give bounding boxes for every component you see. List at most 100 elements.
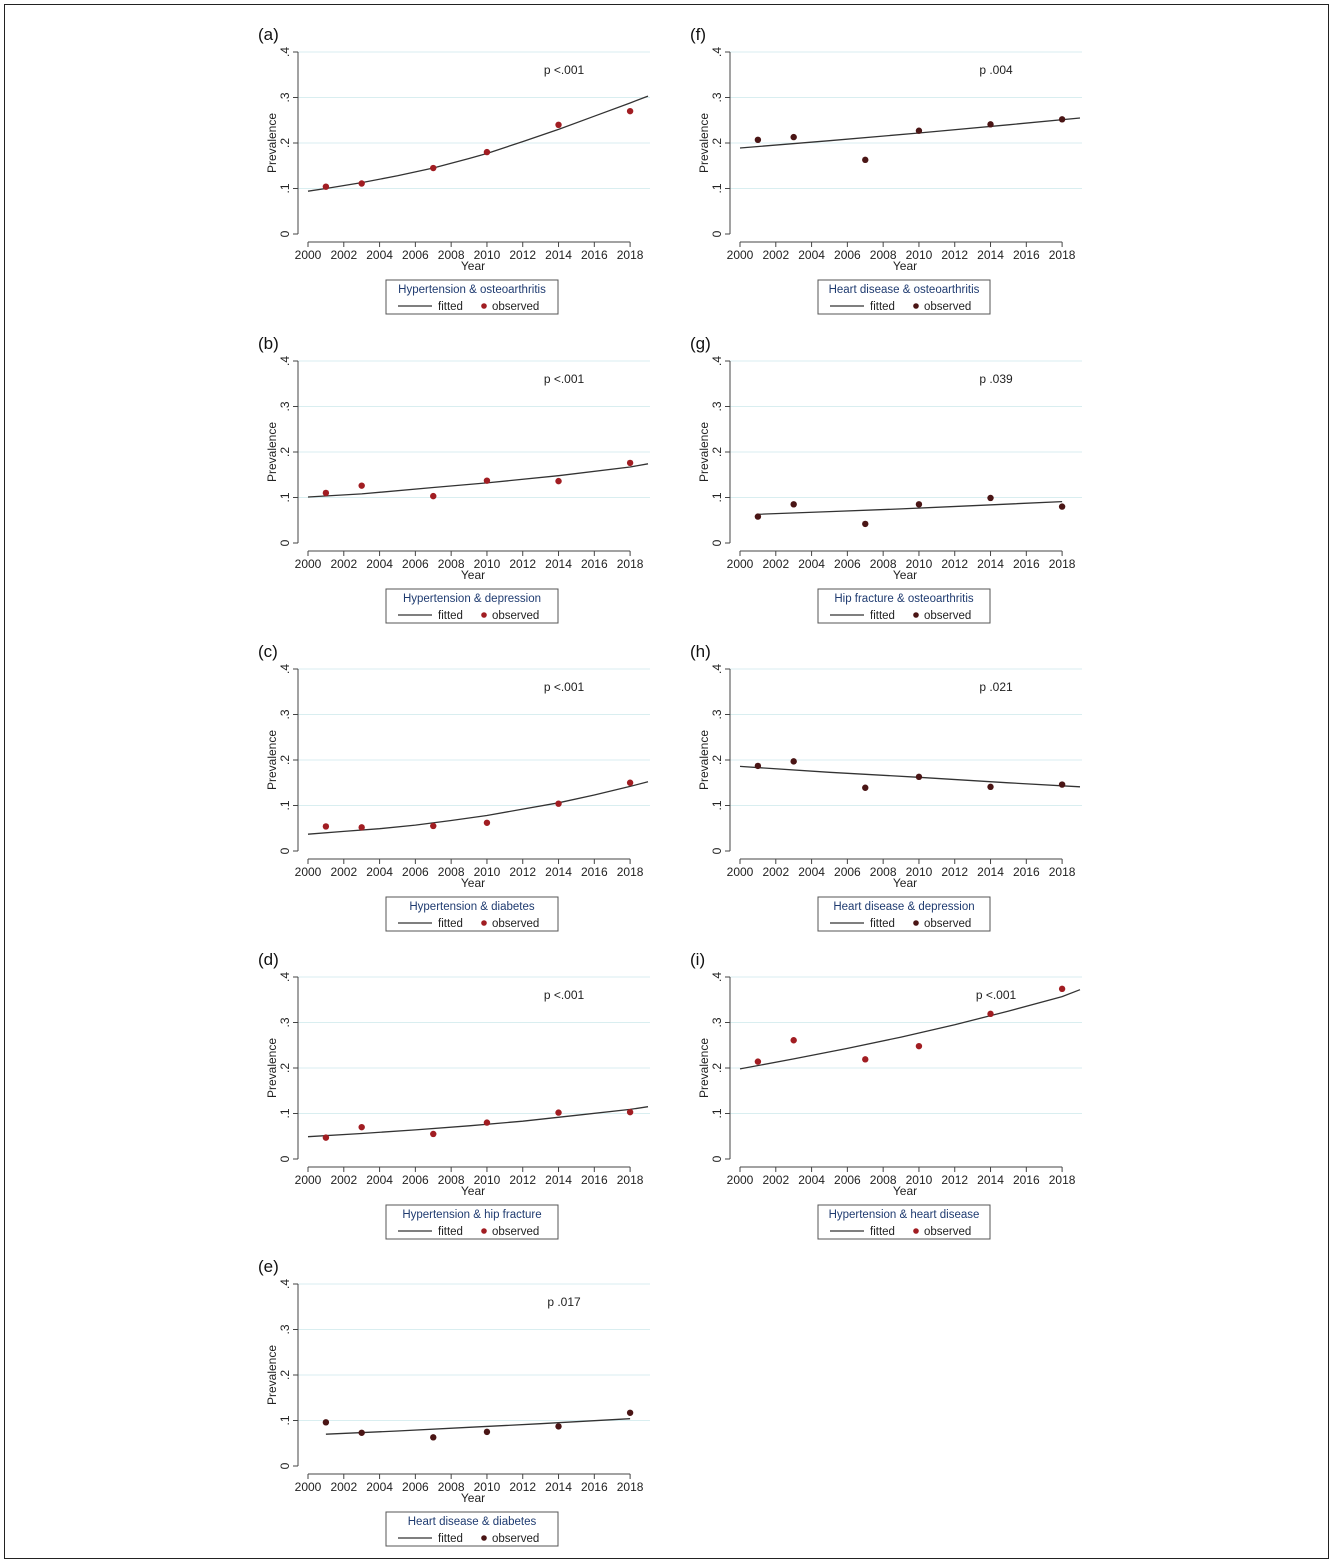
- y-tick-label: .1: [278, 183, 292, 193]
- x-tick-label: 2006: [402, 248, 429, 262]
- observed-point: [322, 823, 330, 830]
- legend-title: Hypertension & depression: [403, 593, 541, 605]
- y-axis-title: Prevalence: [697, 113, 711, 173]
- y-tick-label: .2: [278, 447, 292, 457]
- observed-point: [862, 1056, 869, 1063]
- x-tick-label: 2014: [545, 248, 572, 262]
- x-tick-label: 2012: [509, 865, 536, 879]
- x-tick-label: 2016: [581, 248, 608, 262]
- p-value-annotation: p <.001: [544, 372, 585, 386]
- panel-label: (a): [258, 25, 279, 44]
- y-tick-label: .1: [278, 1108, 292, 1118]
- p-value-annotation: p <.001: [544, 63, 585, 77]
- legend-box: [385, 1511, 559, 1547]
- y-tick-label: .3: [710, 709, 724, 719]
- y-tick-label: .2: [278, 138, 292, 148]
- y-tick-label: .4: [278, 356, 292, 366]
- legend-label-fitted: fitted: [870, 918, 895, 930]
- y-tick-label: .4: [710, 972, 724, 982]
- y-axis-title: Prevalence: [265, 113, 279, 173]
- legend-box: [817, 896, 991, 932]
- panel-label: (c): [258, 642, 278, 661]
- observed-point: [862, 784, 869, 791]
- x-tick-label: 2000: [295, 865, 322, 879]
- x-axis-title: Year: [461, 259, 485, 273]
- observed-point: [358, 824, 365, 831]
- x-tick-label: 2018: [617, 248, 644, 262]
- p-value-annotation: p <.001: [976, 988, 1017, 1002]
- y-axis-title: Prevalence: [697, 1038, 711, 1098]
- observed-point: [358, 1429, 365, 1436]
- y-tick-label: .3: [710, 401, 724, 411]
- observed-point: [754, 762, 762, 770]
- panel-label: (d): [258, 950, 279, 969]
- x-tick-label: 2010: [906, 865, 933, 879]
- observed-point: [915, 773, 923, 781]
- x-tick-label: 2000: [727, 557, 754, 571]
- x-tick-label: 2010: [906, 248, 933, 262]
- x-tick-label: 2008: [870, 557, 897, 571]
- x-tick-label: 2000: [295, 248, 322, 262]
- observed-point: [1058, 781, 1066, 788]
- legend-title: Hypertension & diabetes: [409, 901, 535, 913]
- legend-label-fitted: fitted: [438, 1226, 463, 1238]
- x-tick-label: 2006: [402, 1173, 429, 1187]
- panel-label: (b): [258, 334, 279, 353]
- x-axis-title: Year: [461, 876, 485, 890]
- x-tick-label: 2004: [366, 865, 393, 879]
- x-tick-label: 2006: [402, 1480, 429, 1494]
- observed-point: [555, 477, 562, 485]
- fitted-line: [325, 1418, 631, 1435]
- x-tick-label: 2008: [870, 1173, 897, 1187]
- observed-point: [322, 1419, 330, 1426]
- observed-point: [555, 1423, 562, 1430]
- legend-label-fitted: fitted: [438, 610, 463, 622]
- y-tick-label: .3: [278, 1324, 292, 1334]
- x-tick-label: 2008: [438, 1480, 465, 1494]
- fitted-line: [307, 781, 649, 835]
- x-tick-label: 2006: [402, 557, 429, 571]
- panel-e: (e) 0 .1 .2 .3 .4 2000 2002 2004 2006 2008 2010 2012…: [258, 1257, 650, 1547]
- x-tick-label: 2014: [545, 1480, 572, 1494]
- x-tick-label: 2012: [941, 248, 968, 262]
- observed-point: [987, 783, 994, 791]
- legend-label-observed: observed: [492, 301, 539, 313]
- y-tick-label: 0: [710, 847, 724, 854]
- legend-label-observed: observed: [924, 1226, 971, 1238]
- observed-point: [430, 822, 437, 830]
- legend-title: Heart disease & diabetes: [408, 1516, 537, 1528]
- x-tick-label: 2010: [906, 557, 933, 571]
- y-tick-label: .4: [278, 972, 292, 982]
- y-tick-label: .2: [710, 755, 724, 765]
- x-tick-label: 2016: [581, 557, 608, 571]
- x-axis-title: Year: [461, 1491, 485, 1505]
- x-tick-label: 2004: [798, 1173, 825, 1187]
- y-tick-label: .1: [278, 492, 292, 502]
- y-tick-label: 0: [278, 1155, 292, 1162]
- y-tick-label: .1: [278, 1415, 292, 1425]
- legend-title: Hypertension & heart disease: [829, 1209, 980, 1221]
- y-tick-label: .4: [710, 47, 724, 57]
- y-tick-label: .1: [710, 492, 724, 502]
- y-tick-label: .2: [710, 447, 724, 457]
- x-tick-label: 2018: [617, 1480, 644, 1494]
- x-tick-label: 2000: [727, 865, 754, 879]
- observed-point: [483, 1119, 491, 1126]
- observed-point: [430, 492, 437, 500]
- fitted-line: [307, 1106, 649, 1138]
- x-tick-label: 2016: [581, 1173, 608, 1187]
- panel-f: (f) 0 .1 .2 .3 .4 2000 2002 2004 2006 2008 2010 2012…: [690, 25, 1082, 315]
- y-tick-label: .1: [278, 800, 292, 810]
- y-axis-title: Prevalence: [265, 730, 279, 790]
- x-tick-label: 2004: [366, 557, 393, 571]
- y-tick-label: .3: [710, 1017, 724, 1027]
- legend-marker-swatch: [913, 1228, 919, 1234]
- observed-point: [1058, 985, 1066, 993]
- p-value-annotation: p <.001: [544, 988, 585, 1002]
- observed-point: [358, 482, 365, 489]
- legend-marker-swatch: [913, 303, 919, 309]
- fitted-line: [307, 95, 649, 192]
- x-tick-label: 2002: [762, 1173, 789, 1187]
- x-tick-label: 2008: [438, 557, 465, 571]
- legend-box: [385, 1204, 559, 1240]
